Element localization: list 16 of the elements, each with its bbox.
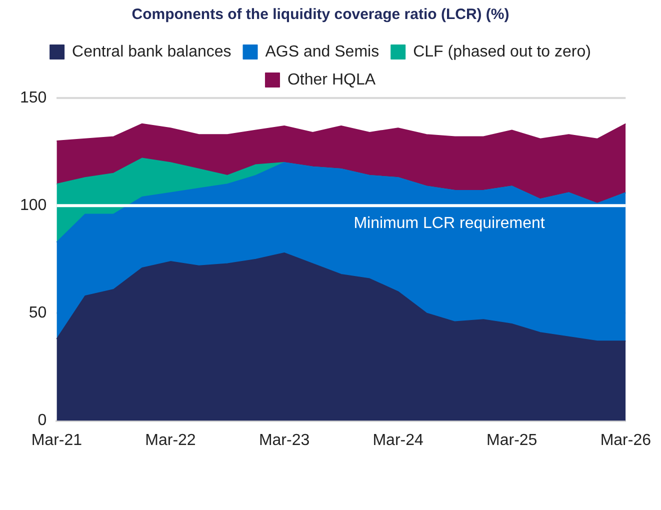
y-tick-label: 0 — [38, 412, 47, 430]
x-tick-label: Mar-23 — [258, 432, 310, 449]
legend-label: Other HQLA — [287, 71, 376, 88]
y-tick-label: 50 — [28, 304, 47, 322]
x-tick-label: Mar-25 — [486, 432, 538, 449]
y-tick-label: 100 — [20, 197, 47, 214]
x-tick-label: Mar-24 — [372, 432, 424, 449]
x-tick-label: Mar-22 — [145, 432, 196, 449]
legend-label: CLF (phased out to zero) — [413, 43, 591, 60]
y-tick-label: 150 — [20, 89, 47, 106]
x-tick-label: Mar-21 — [31, 432, 82, 449]
legend-label: AGS and Semis — [265, 43, 380, 60]
legend-label: Central bank balances — [72, 43, 232, 60]
ref-line-label: Minimum LCR requirement — [354, 215, 546, 232]
x-tick-label: Mar-26 — [600, 432, 652, 449]
chart-title: Components of the liquidity coverage ratio (LCR) (%) — [132, 6, 510, 24]
